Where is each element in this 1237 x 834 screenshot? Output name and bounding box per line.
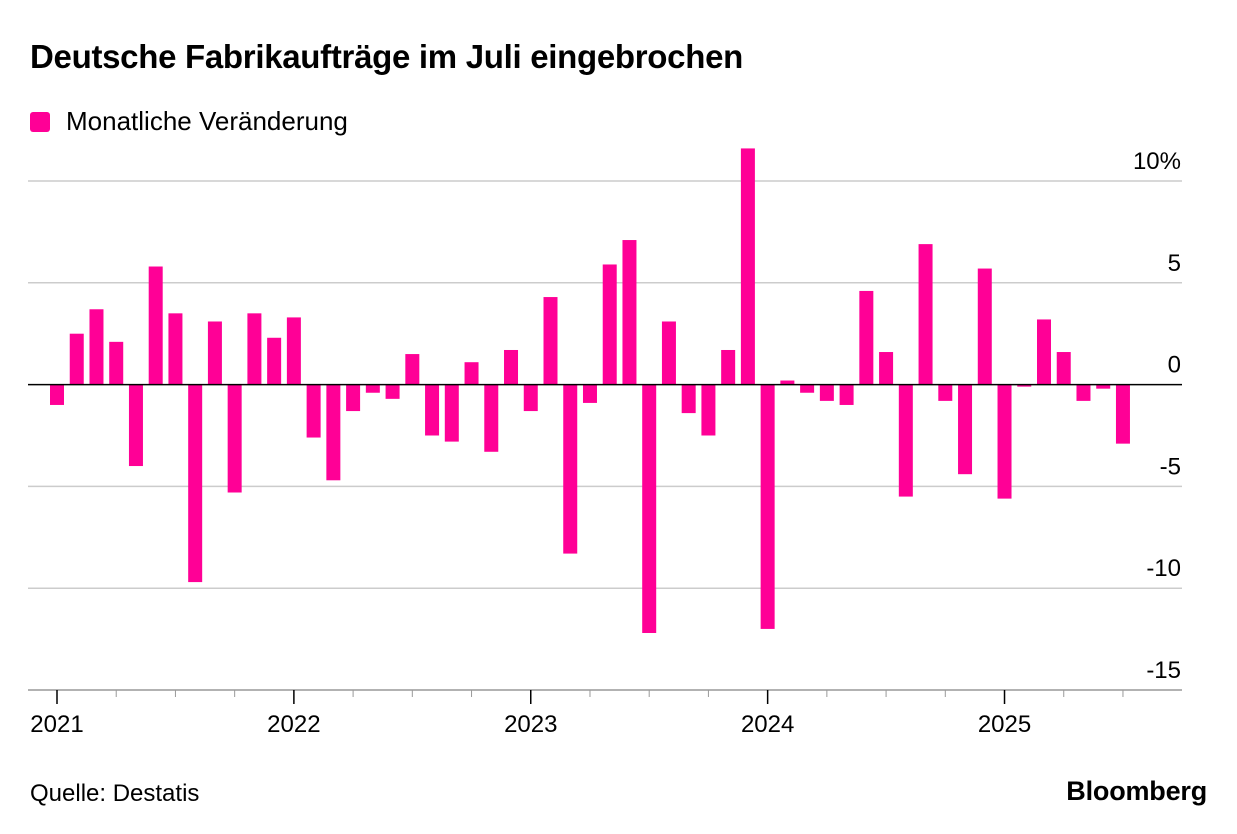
- bar: [168, 313, 183, 385]
- legend-label: Monatliche Veränderung: [66, 106, 348, 136]
- chart-title: Deutsche Fabrikaufträge im Juli eingebro…: [30, 38, 743, 75]
- bar: [997, 384, 1012, 499]
- bar: [563, 384, 578, 554]
- x-tick-label: 2021: [30, 711, 83, 738]
- legend: Monatliche Veränderung: [30, 106, 348, 137]
- bar: [346, 384, 361, 412]
- bar: [207, 321, 222, 385]
- bar: [504, 349, 519, 385]
- y-tick-label: 5: [1168, 250, 1181, 277]
- bar: [721, 349, 736, 385]
- bar: [148, 266, 163, 385]
- y-tick-label: -5: [1160, 453, 1181, 480]
- bar: [642, 384, 657, 633]
- bar: [879, 352, 894, 385]
- y-axis-labels: 10% 5 0 -5 -10 -15: [1133, 148, 1181, 684]
- bar: [1096, 384, 1111, 389]
- y-tick-label: 0: [1168, 352, 1181, 379]
- bar: [1115, 384, 1130, 444]
- y-tick-label: -15: [1146, 657, 1181, 684]
- x-tick-label: 2023: [504, 711, 557, 738]
- bar: [800, 384, 815, 393]
- source-note: Quelle: Destatis: [30, 780, 200, 807]
- y-tick-label: -10: [1146, 555, 1181, 582]
- bar: [385, 384, 400, 399]
- bar: [1056, 352, 1071, 385]
- bar: [267, 337, 282, 385]
- bar: [661, 321, 676, 385]
- bar: [444, 384, 459, 442]
- bar: [859, 290, 874, 385]
- x-axis: 2021 2022 2023 2024 2025: [28, 383, 1182, 738]
- bar: [760, 384, 775, 629]
- bar: [1037, 319, 1051, 385]
- x-tick-label: 2022: [267, 711, 320, 738]
- y-tick-label: 10%: [1133, 148, 1181, 175]
- bar: [839, 384, 854, 405]
- x-tick-label: 2025: [978, 711, 1031, 738]
- bar: [128, 384, 143, 467]
- bar: [50, 384, 64, 405]
- bar: [898, 384, 913, 497]
- bar: [247, 313, 262, 385]
- bar: [938, 384, 953, 401]
- bar: [582, 384, 597, 403]
- bar: [701, 384, 716, 436]
- bar: [89, 309, 104, 385]
- bar: [1017, 384, 1032, 387]
- bar: [425, 384, 440, 436]
- bar: [780, 380, 795, 385]
- bar: [918, 244, 933, 385]
- bar: [326, 384, 341, 481]
- bar: [188, 384, 203, 583]
- bar: [622, 240, 637, 385]
- bar: [958, 384, 973, 475]
- bar: [543, 297, 558, 385]
- bar: [523, 384, 538, 412]
- bar: [69, 333, 84, 385]
- bar: [365, 384, 380, 393]
- bar: [681, 384, 696, 414]
- bar: [1076, 384, 1091, 401]
- bar: [484, 384, 499, 452]
- bar: [306, 384, 321, 438]
- bar: [819, 384, 834, 401]
- bar: [464, 362, 479, 385]
- bar: [286, 317, 301, 385]
- bar: [227, 384, 242, 493]
- bar: [977, 268, 992, 385]
- bars: [50, 148, 1130, 633]
- legend-swatch: [30, 111, 50, 132]
- bar: [405, 354, 420, 385]
- bar: [602, 264, 617, 385]
- bar: [740, 148, 755, 385]
- x-tick-label: 2024: [741, 711, 794, 738]
- bloomberg-logo: Bloomberg: [1066, 776, 1207, 806]
- bar: [109, 341, 124, 385]
